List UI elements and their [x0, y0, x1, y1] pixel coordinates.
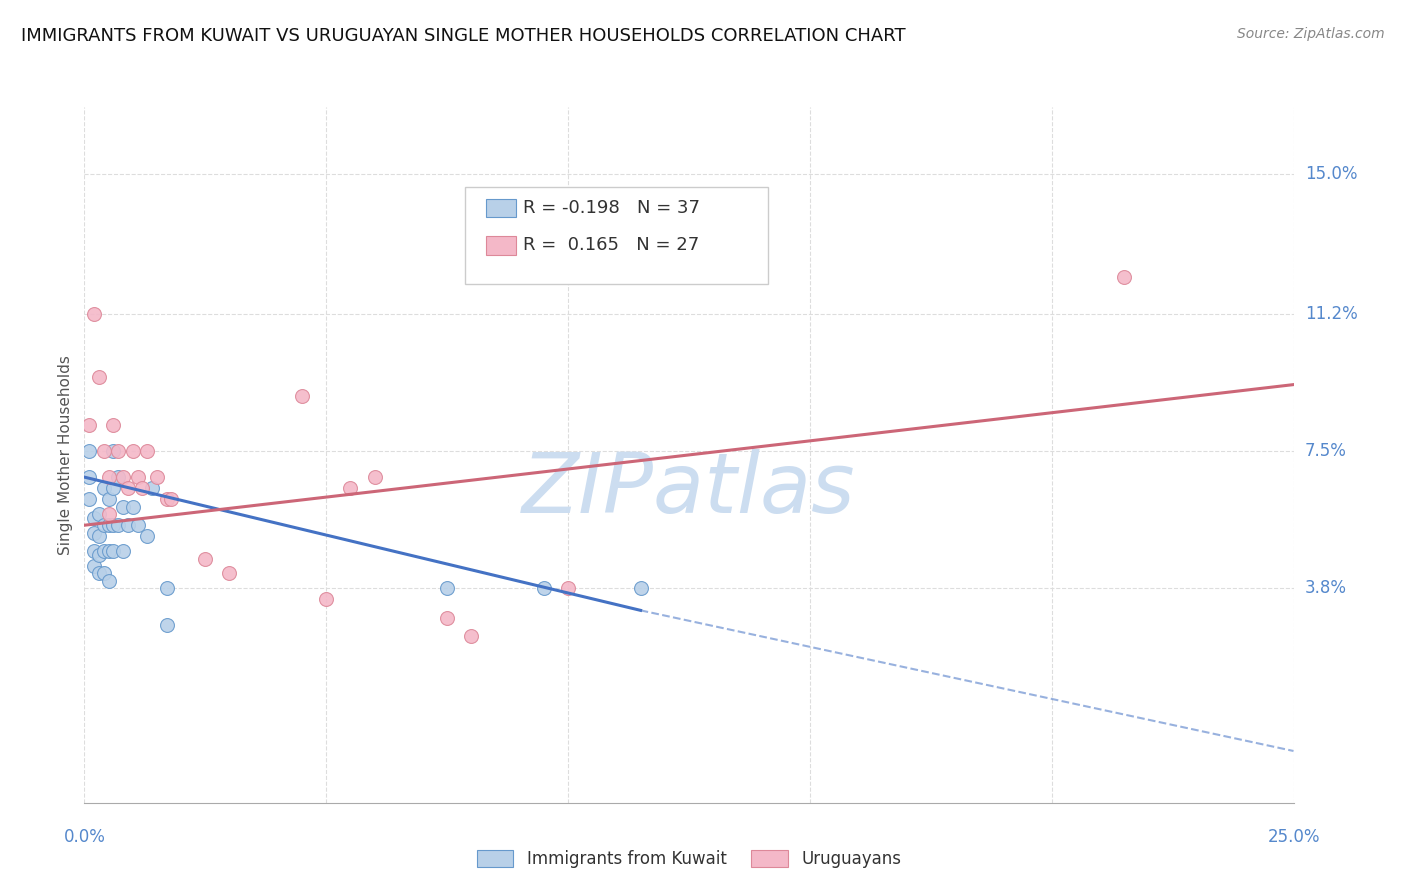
Point: [93, 518, 115, 533]
Text: 7.5%: 7.5%: [1305, 442, 1347, 460]
Point: [77, 418, 100, 433]
FancyBboxPatch shape: [486, 236, 516, 254]
Point: [83, 558, 105, 573]
Point: [117, 481, 139, 495]
Point: [97, 518, 120, 533]
Point: [107, 444, 129, 458]
Point: [103, 544, 125, 558]
FancyBboxPatch shape: [465, 187, 768, 285]
Point: [87, 529, 110, 543]
Point: [87, 370, 110, 384]
Point: [103, 418, 125, 433]
Point: [436, 581, 458, 595]
Point: [87, 548, 110, 562]
Point: [131, 481, 153, 495]
Point: [155, 581, 177, 595]
Point: [93, 444, 115, 458]
Text: 3.8%: 3.8%: [1305, 579, 1347, 597]
Point: [127, 518, 149, 533]
Point: [557, 581, 579, 595]
Point: [77, 444, 100, 458]
Point: [83, 544, 105, 558]
Point: [460, 629, 482, 643]
Point: [194, 551, 217, 566]
Point: [533, 581, 555, 595]
Point: [97, 470, 120, 484]
Point: [121, 500, 143, 514]
Point: [218, 566, 240, 581]
Text: 0.0%: 0.0%: [63, 828, 105, 846]
Point: [112, 500, 135, 514]
Point: [136, 444, 159, 458]
Point: [315, 592, 337, 607]
Text: ZIPatlas: ZIPatlas: [522, 450, 856, 530]
Point: [146, 470, 169, 484]
Point: [97, 492, 120, 507]
Point: [77, 470, 100, 484]
Point: [107, 470, 129, 484]
Point: [97, 544, 120, 558]
Point: [155, 618, 177, 632]
Y-axis label: Single Mother Households: Single Mother Households: [58, 355, 73, 555]
Point: [160, 492, 183, 507]
Point: [93, 481, 115, 495]
Legend: Immigrants from Kuwait, Uruguayans: Immigrants from Kuwait, Uruguayans: [470, 843, 908, 874]
Point: [77, 492, 100, 507]
Text: R =  0.165   N = 27: R = 0.165 N = 27: [523, 236, 700, 254]
Point: [97, 507, 120, 521]
Point: [87, 566, 110, 581]
Point: [83, 511, 105, 525]
Point: [87, 507, 110, 521]
Point: [83, 307, 105, 321]
Point: [103, 518, 125, 533]
Point: [1114, 270, 1136, 285]
Point: [136, 529, 159, 543]
Point: [291, 389, 314, 403]
Point: [93, 566, 115, 581]
Point: [112, 544, 135, 558]
Point: [103, 444, 125, 458]
Point: [436, 611, 458, 625]
Text: R = -0.198   N = 37: R = -0.198 N = 37: [523, 199, 700, 217]
Point: [97, 574, 120, 588]
Point: [103, 481, 125, 495]
Text: Source: ZipAtlas.com: Source: ZipAtlas.com: [1237, 27, 1385, 41]
Point: [93, 544, 115, 558]
Point: [107, 518, 129, 533]
Text: 25.0%: 25.0%: [1267, 828, 1320, 846]
Point: [630, 581, 652, 595]
Point: [112, 470, 135, 484]
Text: 11.2%: 11.2%: [1305, 305, 1357, 323]
Point: [117, 518, 139, 533]
Point: [121, 444, 143, 458]
FancyBboxPatch shape: [486, 199, 516, 217]
Point: [363, 470, 385, 484]
Text: 15.0%: 15.0%: [1305, 165, 1357, 183]
Point: [339, 481, 361, 495]
Point: [155, 492, 177, 507]
Point: [83, 525, 105, 540]
Point: [127, 470, 149, 484]
Text: IMMIGRANTS FROM KUWAIT VS URUGUAYAN SINGLE MOTHER HOUSEHOLDS CORRELATION CHART: IMMIGRANTS FROM KUWAIT VS URUGUAYAN SING…: [21, 27, 905, 45]
Point: [141, 481, 163, 495]
